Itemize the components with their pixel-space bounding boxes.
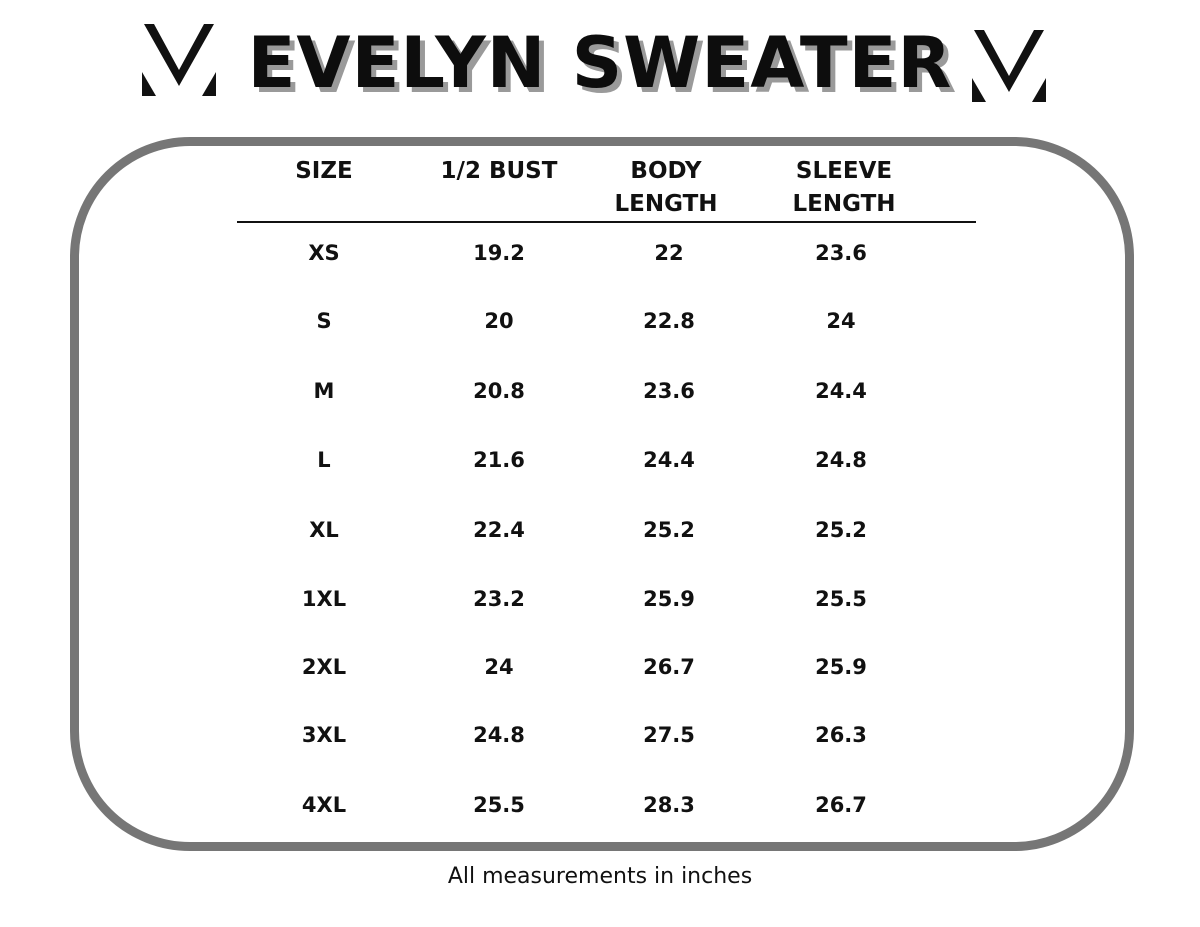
bust-cell: 20	[484, 309, 514, 333]
v-mark-logo-icon	[972, 30, 1046, 102]
column-header-line: SIZE	[295, 158, 353, 184]
measurement-note: All measurements in inches	[447, 864, 753, 889]
size-cell: M	[313, 379, 335, 403]
bust-cell: 21.6	[473, 448, 525, 472]
size-chart-frame	[70, 137, 1134, 851]
body-length-cell: 22	[654, 241, 684, 265]
bust-cell: 22.4	[473, 518, 525, 542]
header: EVELYN SWEATER	[0, 18, 1200, 118]
size-cell: 3XL	[301, 723, 347, 747]
bust-cell: 24.8	[473, 723, 525, 747]
body-length-cell: 22.8	[643, 309, 695, 333]
sleeve-length-cell: 24	[826, 309, 856, 333]
column-header-body-length: BODY LENGTH	[576, 155, 756, 221]
column-header-line: SLEEVE	[795, 158, 893, 184]
sleeve-length-cell: 26.3	[815, 723, 867, 747]
column-header-line: LENGTH	[614, 191, 718, 217]
body-length-cell: 24.4	[643, 448, 695, 472]
column-header-line: LENGTH	[792, 191, 896, 217]
bust-cell: 23.2	[473, 587, 525, 611]
size-cell: XL	[309, 518, 339, 542]
sleeve-length-cell: 25.9	[815, 655, 867, 679]
column-header-size: SIZE	[234, 155, 414, 188]
sleeve-length-cell: 25.5	[815, 587, 867, 611]
sleeve-length-cell: 23.6	[815, 241, 867, 265]
size-cell: L	[317, 448, 331, 472]
size-cell: XS	[308, 241, 340, 265]
v-mark-logo-icon	[142, 24, 216, 96]
sleeve-length-cell: 26.7	[815, 793, 867, 817]
body-length-cell: 26.7	[643, 655, 695, 679]
size-cell: S	[316, 309, 332, 333]
column-header-sleeve-length: SLEEVE LENGTH	[754, 155, 934, 221]
page-title: EVELYN SWEATER	[247, 22, 953, 104]
bust-cell: 20.8	[473, 379, 525, 403]
size-cell: 4XL	[301, 793, 347, 817]
column-header-line: 1/2 BUST	[440, 158, 558, 184]
column-header-line: BODY	[630, 158, 702, 184]
bust-cell: 19.2	[473, 241, 525, 265]
body-length-cell: 25.2	[643, 518, 695, 542]
body-length-cell: 25.9	[643, 587, 695, 611]
bust-cell: 25.5	[473, 793, 525, 817]
size-cell: 2XL	[301, 655, 347, 679]
body-length-cell: 28.3	[643, 793, 695, 817]
size-cell: 1XL	[301, 587, 347, 611]
sleeve-length-cell: 24.4	[815, 379, 867, 403]
sleeve-length-cell: 24.8	[815, 448, 867, 472]
bust-cell: 24	[484, 655, 514, 679]
column-header-bust: 1/2 BUST	[409, 155, 589, 188]
sleeve-length-cell: 25.2	[815, 518, 867, 542]
body-length-cell: 23.6	[643, 379, 695, 403]
header-divider	[237, 221, 976, 223]
body-length-cell: 27.5	[643, 723, 695, 747]
